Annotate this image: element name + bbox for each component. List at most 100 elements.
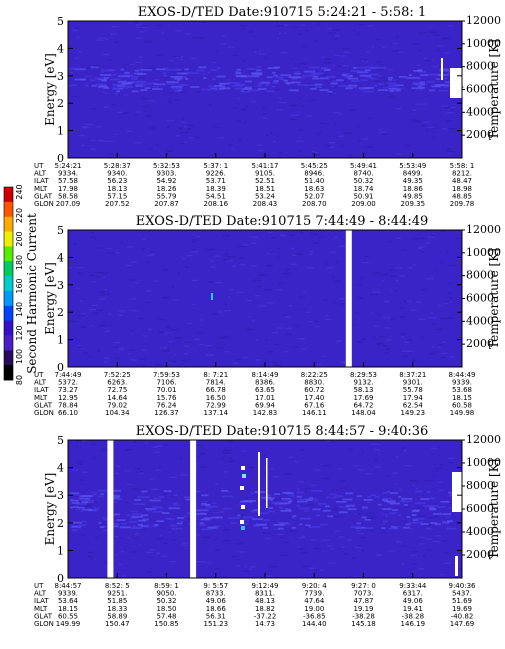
spectrogram-noise — [195, 534, 201, 536]
spectrogram-noise — [119, 537, 123, 539]
ephemeris-value: 148.04 — [351, 409, 376, 417]
energy-band-cell — [408, 74, 412, 76]
spectrogram-noise — [89, 356, 91, 358]
spectrogram-noise — [375, 38, 381, 41]
spectrogram-noise — [422, 125, 427, 127]
spectrogram-noise — [356, 530, 361, 532]
temperature-trace-gap — [452, 472, 462, 512]
energy-band-cell — [391, 525, 395, 528]
spectrogram-noise — [314, 569, 322, 571]
spectrogram-noise — [334, 123, 337, 126]
ephemeris-value: 9132. — [353, 379, 373, 387]
energy-band-cell — [311, 490, 323, 492]
energy-band-cell — [150, 499, 161, 502]
spectrogram-noise — [341, 546, 346, 548]
spectrogram-noise — [131, 261, 138, 263]
ephemeris-value: -40.82 — [451, 612, 474, 620]
spectrogram-noise — [185, 266, 189, 268]
spectrogram-noise — [102, 449, 107, 451]
spectrogram-noise — [99, 291, 105, 293]
spectrogram-noise — [131, 298, 137, 300]
energy-band-cell — [297, 500, 308, 503]
energy-band-cell — [439, 89, 448, 92]
spectrogram-noise — [392, 50, 399, 52]
energy-band-cell — [237, 514, 241, 517]
spectrogram-noise — [409, 119, 418, 121]
spectrogram-noise — [263, 472, 267, 474]
spectrogram-noise — [436, 45, 444, 47]
spectrogram-noise — [354, 465, 359, 467]
energy-band-cell — [110, 498, 123, 501]
y2-axis-label: Temperature [K] — [487, 459, 501, 560]
energy-band-cell — [382, 508, 392, 510]
energy-band-cell — [308, 497, 314, 500]
y2-tick-label: 4000 — [466, 525, 494, 538]
spectrogram-noise — [87, 503, 94, 505]
spectrogram-noise — [342, 47, 350, 50]
ephemeris-value: 17.69 — [353, 394, 373, 402]
spectrogram-noise — [376, 60, 381, 63]
energy-band-cell — [336, 79, 344, 82]
ephemeris-value: 12.95 — [58, 394, 78, 402]
spectrogram-noise — [250, 236, 258, 238]
spectrogram-noise — [71, 504, 75, 506]
ephemeris-row-label: ILAT — [34, 177, 49, 185]
spectrogram-noise — [446, 148, 451, 150]
spectrogram-noise — [167, 92, 174, 94]
spectrogram-noise — [76, 267, 84, 269]
energy-band-cell — [288, 76, 300, 78]
energy-band-cell — [348, 84, 358, 87]
energy-band-cell — [273, 74, 278, 77]
spectrogram-noise — [181, 121, 187, 123]
energy-band-cell — [251, 72, 263, 75]
energy-band-cell — [172, 87, 183, 90]
spectrogram-noise — [389, 84, 396, 86]
spectrogram-noise — [170, 329, 178, 331]
spectrogram-noise — [366, 51, 369, 53]
colorbar-tick-label: 80 — [15, 375, 24, 385]
spectrogram-noise — [164, 573, 167, 576]
spectrogram-noise — [158, 466, 162, 469]
ephemeris-value: 49.35 — [403, 177, 423, 185]
spectrogram-noise — [171, 525, 175, 527]
energy-band-cell — [201, 88, 211, 91]
ephemeris-value: 8:44:49 — [449, 371, 476, 379]
spectrogram-noise — [361, 549, 365, 552]
ephemeris-value: 126.37 — [154, 409, 179, 417]
energy-band-cell — [241, 75, 248, 78]
energy-band-cell — [123, 82, 131, 84]
y2-tick-label: 12000 — [466, 223, 501, 236]
energy-band-cell — [128, 75, 139, 78]
energy-band-cell — [338, 511, 348, 514]
spectrogram-noise — [75, 509, 81, 511]
ephemeris-value: 9226. — [206, 170, 226, 178]
spectrogram-noise — [313, 153, 321, 155]
energy-band-cell — [363, 499, 373, 501]
energy-band-cell — [278, 78, 285, 80]
spectrogram-noise — [313, 547, 322, 550]
spectrogram-noise — [222, 539, 230, 542]
spectrogram-noise — [356, 34, 361, 36]
energy-band-cell — [418, 77, 422, 80]
spectrogram-noise — [440, 317, 447, 320]
energy-band-cell — [206, 505, 218, 508]
energy-band-cell — [402, 76, 408, 79]
energy-band-cell — [389, 90, 401, 92]
spectrogram-noise — [242, 244, 249, 246]
ephemeris-row-label: GLAT — [34, 612, 53, 620]
spectrogram-noise — [353, 575, 357, 578]
spectrogram-noise — [270, 132, 274, 134]
spectrogram-noise — [289, 104, 297, 107]
spectrogram-noise — [90, 491, 98, 494]
energy-band-cell — [124, 71, 130, 74]
colorbar-swatch — [4, 350, 13, 366]
spectrogram-noise — [274, 528, 281, 530]
energy-band-cell — [429, 497, 436, 500]
ephemeris-value: 50.91 — [353, 192, 373, 200]
energy-band-cell — [117, 85, 126, 87]
spectrogram-noise — [279, 536, 283, 539]
spectrogram-noise — [435, 469, 439, 472]
energy-band-cell — [344, 74, 348, 77]
energy-band-cell — [112, 73, 116, 76]
spectrogram-noise — [148, 100, 155, 102]
